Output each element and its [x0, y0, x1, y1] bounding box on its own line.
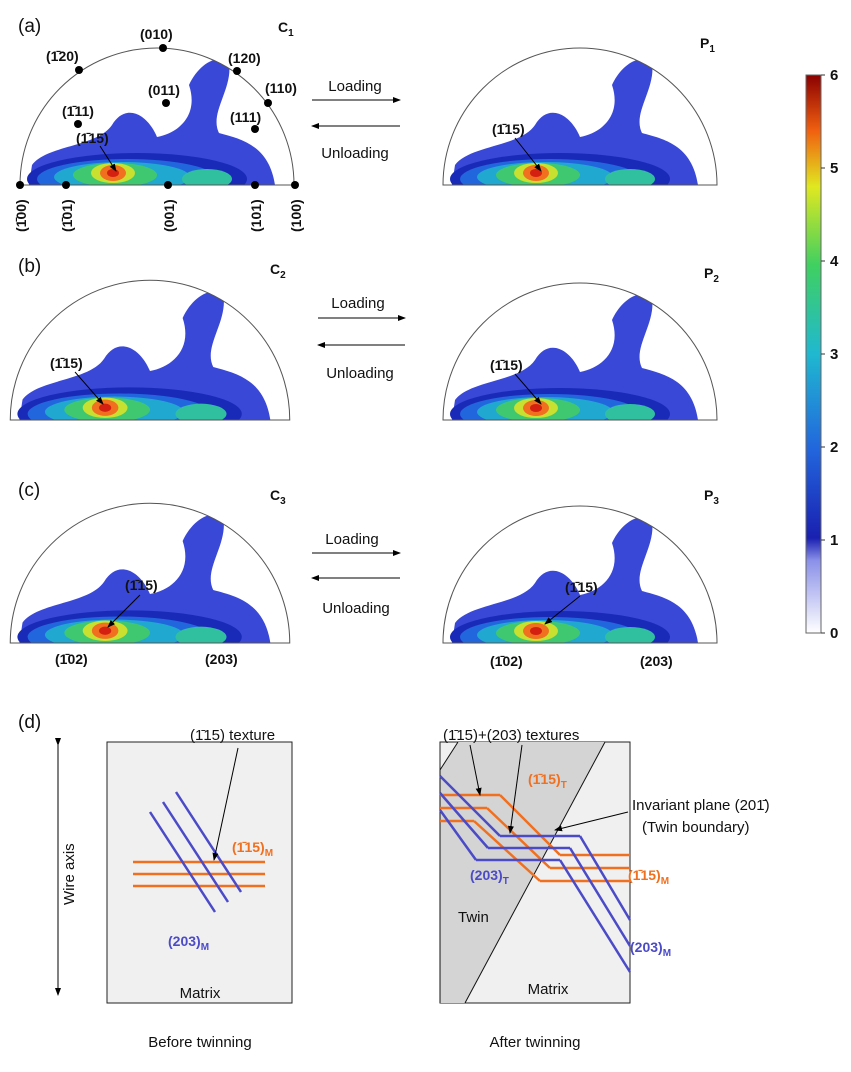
panel-title: C2 [270, 261, 286, 281]
colorbar-tick-label: 2 [830, 439, 838, 456]
pole-labels: (010) (1̄20) (120) (011) (110) (1̄11) (1… [13, 26, 304, 232]
pole-label: (1̄15) [76, 130, 109, 146]
plane-label: (203)M [630, 939, 671, 959]
colorbar [805, 74, 822, 634]
pole-label: (1̄15) [490, 357, 523, 373]
plane-label: (1̄15)M [232, 839, 273, 859]
unloading-label: Unloading [326, 365, 394, 382]
boundary-label: (Twin boundary) [642, 819, 750, 836]
pole-label: (011) [148, 82, 180, 98]
colorbar-tick-label: 6 [830, 67, 838, 84]
pointers [469, 744, 629, 834]
panel-title: P1 [700, 35, 715, 55]
colorbar-tick-label: 0 [830, 625, 838, 642]
planes [148, 791, 243, 913]
pole-figure [443, 48, 717, 205]
pole-label: (120) [228, 50, 261, 66]
pole-label: (111) [230, 109, 261, 125]
invariant-label: Invariant plane (201̄) [632, 797, 770, 814]
plane-label: (1̄15)M [628, 867, 669, 887]
pole-label: (100) [288, 199, 304, 232]
pole-figure [443, 283, 717, 440]
region-label: Matrix [528, 981, 569, 998]
panel-label: (b) [18, 256, 41, 277]
pole-label: (1̄01) [59, 199, 75, 232]
pole-label: (203) [205, 651, 238, 667]
pole-label: (1̄11) [62, 103, 94, 119]
planes [440, 793, 630, 883]
matrix-box [106, 741, 293, 1004]
arrows [311, 97, 406, 581]
panel-label: (d) [18, 712, 41, 733]
plane-label: (1̄15)T [528, 771, 567, 791]
plane-label: (203)M [168, 933, 209, 953]
loading-label: Loading [325, 531, 378, 548]
pole-label: (1̄20) [46, 48, 79, 64]
colorbar-tick-label: 4 [830, 253, 839, 270]
pole-label: (1̄15) [565, 579, 598, 595]
panel-title: P3 [704, 487, 719, 507]
panel-title: C3 [270, 487, 286, 507]
pole-label: (001) [161, 199, 177, 232]
pointers [74, 137, 581, 628]
panel-label: (c) [18, 480, 40, 501]
axis-label: Wire axis [61, 843, 78, 905]
pole-label: (1̄02) [490, 653, 523, 669]
colorbar-ticks: 0 1 2 3 4 5 6 [821, 67, 839, 642]
unloading-label: Unloading [322, 600, 390, 617]
panel-title: P2 [704, 265, 719, 285]
pole-label: (1̄00) [13, 199, 29, 232]
colorbar-tick-label: 1 [830, 532, 838, 549]
pole-label: (1̄15) [125, 577, 158, 593]
panel-label: (a) [18, 16, 41, 37]
colorbar-tick-label: 5 [830, 160, 838, 177]
unloading-label: Unloading [321, 145, 389, 162]
pointer [212, 747, 239, 861]
region-label: Matrix [180, 985, 221, 1002]
pole-label: (110) [265, 80, 297, 96]
texture-label: (1̄15)+(203) textures [443, 727, 579, 744]
texture-label: (1̄15) texture [190, 727, 275, 744]
pole-dots [16, 44, 299, 189]
pole-label: (1̄02) [55, 651, 88, 667]
loading-label: Loading [331, 295, 384, 312]
pole-label: (010) [140, 26, 173, 42]
planes [438, 775, 632, 973]
pole-label: (101) [248, 199, 264, 232]
region-label: Twin [458, 909, 489, 926]
plane-label: (203)T [470, 867, 509, 887]
loading-label: Loading [328, 78, 381, 95]
caption: After twinning [490, 1034, 581, 1051]
pole-label: (1̄15) [50, 355, 83, 371]
pole-label: (1̄15) [492, 121, 525, 137]
colorbar-tick-label: 3 [830, 346, 838, 363]
pole-label: (203) [640, 653, 673, 669]
panel-title: C1 [278, 19, 294, 39]
caption: Before twinning [148, 1034, 251, 1051]
